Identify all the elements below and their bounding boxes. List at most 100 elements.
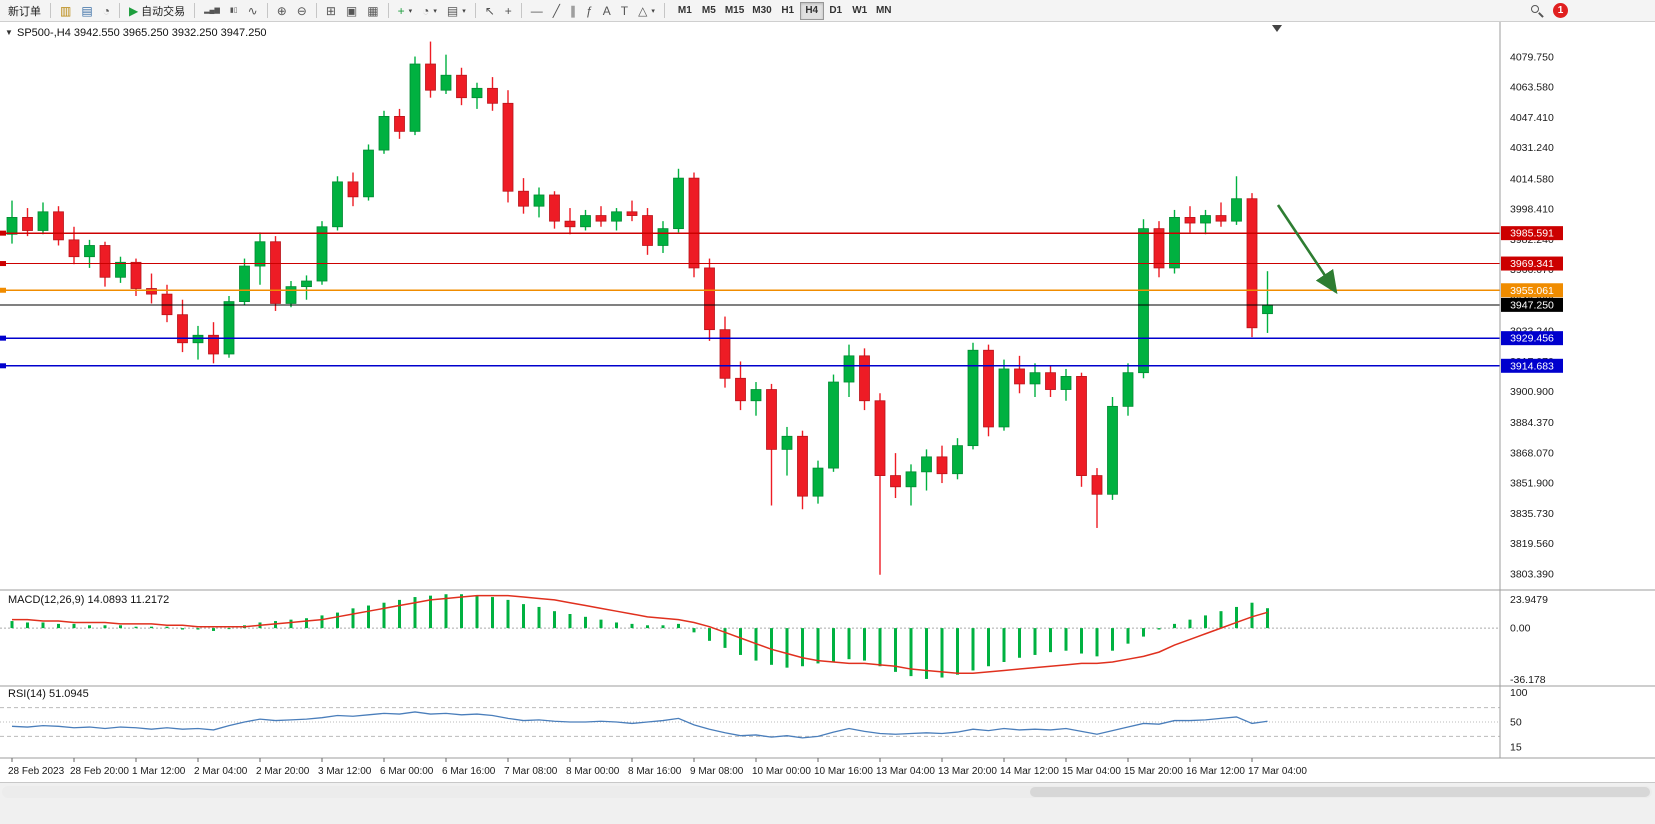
- candle[interactable]: [270, 236, 281, 311]
- candle[interactable]: [936, 445, 948, 484]
- notification-badge[interactable]: 1: [1553, 3, 1568, 18]
- candle[interactable]: [409, 56, 421, 136]
- candle[interactable]: [1029, 363, 1041, 398]
- candle[interactable]: [983, 344, 994, 437]
- candle[interactable]: [921, 449, 932, 491]
- data-window-button[interactable]: ▤: [76, 1, 97, 21]
- candle[interactable]: [828, 374, 839, 472]
- candle[interactable]: [378, 110, 390, 154]
- candle[interactable]: [564, 208, 576, 235]
- candle[interactable]: [394, 108, 405, 139]
- timeframe-d1-button[interactable]: D1: [824, 2, 848, 20]
- trendline-tool-button[interactable]: ╱: [548, 1, 565, 21]
- candle[interactable]: [704, 258, 715, 341]
- cursor-button[interactable]: ↖: [480, 1, 500, 21]
- bar-chart-button[interactable]: ▂▄▆: [199, 1, 225, 21]
- candlestick-chart-button[interactable]: ▮▯: [225, 1, 243, 21]
- candle[interactable]: [859, 348, 870, 411]
- candle[interactable]: [192, 325, 204, 360]
- tile-windows-button[interactable]: ⊞: [321, 1, 341, 21]
- zoom-out-button[interactable]: ⊖: [292, 1, 312, 21]
- channel-tool-button[interactable]: ∥: [565, 1, 581, 21]
- candle[interactable]: [208, 322, 219, 364]
- candle[interactable]: [239, 258, 250, 306]
- candle[interactable]: [1153, 221, 1165, 278]
- candle[interactable]: [146, 273, 157, 304]
- line-chart-button[interactable]: ∿: [243, 1, 263, 21]
- candle[interactable]: [812, 460, 824, 504]
- timeframe-h4-button[interactable]: H4: [799, 1, 824, 20]
- candle[interactable]: [549, 191, 560, 229]
- candle[interactable]: [1215, 202, 1227, 227]
- time-axis[interactable]: 28 Feb 2023 28 Feb 20:00 1 Mar 12:00 2 Mar …: [8, 758, 1307, 777]
- timeframe-m15-button[interactable]: M15: [721, 2, 748, 20]
- candle[interactable]: [440, 54, 452, 94]
- candle[interactable]: [843, 344, 855, 398]
- horizontal-line-tool-button[interactable]: —: [526, 1, 548, 21]
- candle[interactable]: [115, 256, 126, 283]
- label-tool-button[interactable]: T: [616, 1, 633, 21]
- candle[interactable]: [518, 178, 529, 214]
- candle[interactable]: [425, 41, 436, 98]
- candle[interactable]: [1184, 206, 1196, 233]
- candle[interactable]: [1200, 209, 1211, 235]
- chart-canvas[interactable]: 4079.750 4063.580 4047.410 4031.240 4014.580…: [0, 22, 1655, 782]
- candle[interactable]: [1138, 219, 1149, 379]
- candle[interactable]: [53, 206, 64, 246]
- horizontal-scrollbar[interactable]: [2, 786, 1652, 798]
- candle[interactable]: [952, 438, 963, 480]
- auto-trading-button[interactable]: ▶ 自动交易: [124, 1, 190, 21]
- candle[interactable]: [611, 208, 622, 231]
- candle[interactable]: [642, 208, 653, 255]
- candle[interactable]: [781, 426, 793, 476]
- candle[interactable]: [967, 342, 979, 450]
- candle[interactable]: [1107, 397, 1118, 500]
- candle[interactable]: [890, 453, 901, 499]
- fibonacci-tool-button[interactable]: ƒ: [581, 1, 598, 21]
- candle[interactable]: [301, 275, 312, 300]
- shapes-tool-button[interactable]: △ ▾: [633, 1, 660, 21]
- text-tool-button[interactable]: A: [598, 1, 616, 21]
- candle[interactable]: [688, 172, 700, 278]
- candle[interactable]: [766, 383, 777, 506]
- chart-template-button[interactable]: ▤ ▾: [442, 1, 471, 21]
- candle[interactable]: [1060, 368, 1072, 401]
- market-watch-button[interactable]: ▥: [55, 1, 76, 21]
- candle[interactable]: [735, 361, 746, 411]
- candle[interactable]: [316, 221, 328, 285]
- candle[interactable]: [1045, 365, 1056, 398]
- horizontal-scrollbar-thumb[interactable]: [1030, 787, 1650, 797]
- candle[interactable]: [750, 382, 762, 416]
- search-icon[interactable]: [1530, 4, 1544, 18]
- candle[interactable]: [1231, 176, 1242, 225]
- arrange-windows-button[interactable]: ▦: [362, 1, 383, 21]
- candle[interactable]: [254, 232, 266, 285]
- candle[interactable]: [998, 359, 1010, 431]
- candle[interactable]: [22, 208, 33, 237]
- candle[interactable]: [1122, 363, 1134, 416]
- candle[interactable]: [363, 144, 374, 201]
- candle[interactable]: [580, 209, 591, 231]
- candle[interactable]: [223, 295, 235, 358]
- candle[interactable]: [471, 82, 483, 109]
- timeframe-m5-button[interactable]: M5: [697, 2, 721, 20]
- candle[interactable]: [487, 77, 498, 111]
- candle[interactable]: [874, 393, 886, 575]
- candle[interactable]: [1014, 355, 1025, 394]
- navigator-button[interactable]: ◔: [98, 1, 115, 21]
- candle[interactable]: [6, 200, 18, 244]
- candle[interactable]: [332, 176, 343, 231]
- zoom-in-button[interactable]: ⊕: [272, 1, 292, 21]
- timeframe-mn-button[interactable]: MN: [872, 2, 896, 20]
- timeframe-m1-button[interactable]: M1: [673, 2, 697, 20]
- candle[interactable]: [347, 172, 359, 207]
- trend-arrow-annotation[interactable]: [1276, 204, 1338, 295]
- chart-shift-marker-icon[interactable]: [1272, 25, 1282, 32]
- candle[interactable]: [1076, 372, 1087, 487]
- candle[interactable]: [533, 187, 545, 218]
- timeframe-w1-button[interactable]: W1: [848, 2, 872, 20]
- timeframe-h1-button[interactable]: H1: [776, 2, 800, 20]
- candle[interactable]: [626, 200, 638, 222]
- candle[interactable]: [502, 90, 514, 203]
- chart-period-button[interactable]: ◔ ▾: [417, 1, 442, 21]
